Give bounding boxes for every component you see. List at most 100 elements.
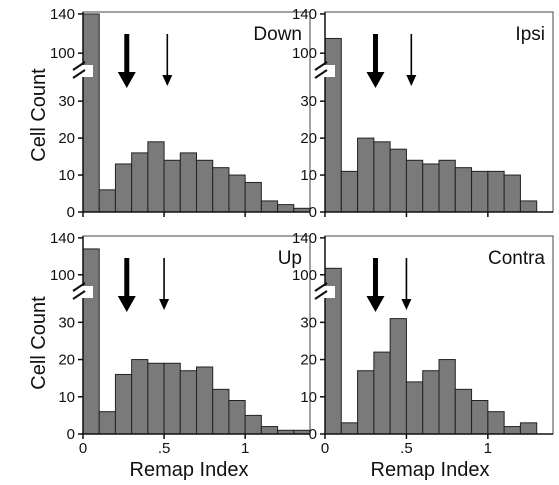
x-axis-label-left: Remap Index — [130, 459, 249, 481]
y-tick-label: 0 — [309, 204, 317, 221]
thin-arrow-head — [401, 299, 412, 310]
y-tick-label: 140 — [292, 230, 317, 247]
y-tick-label: 30 — [58, 93, 75, 110]
histogram-bar — [519, 422, 538, 435]
thin-arrow-head — [159, 299, 170, 310]
x-tick-label: 1 — [484, 440, 492, 457]
panel-label: Up — [278, 248, 302, 269]
histogram-bar — [163, 362, 181, 435]
histogram-bar — [503, 426, 521, 435]
histogram-bar — [147, 141, 165, 213]
thick-arrow-head — [117, 296, 136, 312]
thick-arrow-head — [366, 296, 385, 312]
panel-label: Ipsi — [515, 24, 545, 45]
histogram-bar — [179, 152, 198, 213]
axis-break-mark — [314, 290, 328, 300]
histogram-bar — [471, 170, 489, 213]
x-tick-label: 1 — [241, 440, 249, 457]
x-tick-label: 0 — [321, 440, 329, 457]
histogram-bar — [405, 159, 424, 213]
x-tick-label: .5 — [400, 440, 413, 457]
histogram-bar — [373, 141, 391, 213]
histogram-bar — [179, 370, 198, 435]
y-tick-label: 0 — [67, 204, 75, 221]
y-tick-label: 30 — [300, 314, 317, 331]
histogram-bar — [228, 174, 246, 213]
histogram-bar — [438, 159, 456, 213]
y-axis-label-top: Cell Count — [28, 68, 50, 162]
histogram-bar — [131, 359, 149, 435]
histogram-bar — [422, 163, 440, 213]
y-tick-label: 20 — [300, 352, 317, 369]
y-tick-label: 100 — [50, 45, 75, 62]
histogram-bar — [228, 400, 246, 435]
histogram-bar — [438, 359, 456, 435]
histogram-bar — [471, 400, 489, 435]
panel-label: Contra — [488, 248, 545, 269]
y-tick-label: 20 — [58, 130, 75, 147]
histogram-bar — [114, 373, 133, 435]
x-tick-label: 0 — [79, 440, 87, 457]
thick-arrow-head — [366, 72, 385, 88]
histogram-bar — [98, 189, 116, 213]
histogram-bar — [519, 200, 538, 213]
histogram-bar — [340, 170, 359, 213]
panel-down: 0 10 20 30 100 140 Down — [50, 6, 311, 221]
y-tick-label: 0 — [67, 426, 75, 443]
panel-contra: 0 10 20 30 100 140 0 .5 1 Contra — [292, 230, 554, 457]
histogram-bar — [260, 426, 279, 435]
y-tick-label: 140 — [50, 230, 75, 247]
axis-break-mark — [72, 69, 86, 79]
histogram-bar — [163, 159, 181, 213]
x-axis-label-right: Remap Index — [371, 459, 490, 481]
y-tick-label: 140 — [50, 6, 75, 23]
y-tick-label: 140 — [292, 6, 317, 23]
histogram-bar — [324, 37, 342, 213]
y-tick-label: 10 — [58, 167, 75, 184]
thin-arrow-head — [406, 75, 417, 86]
histogram-bar — [389, 148, 407, 213]
y-axis-label-bottom: Cell Count — [28, 296, 50, 390]
histogram-bar — [82, 248, 100, 435]
y-tick-label: 100 — [292, 45, 317, 62]
histogram-bar — [357, 370, 375, 435]
histogram-bar — [82, 13, 100, 213]
histogram-bar — [147, 362, 165, 435]
histogram-bar — [277, 204, 295, 213]
y-tick-label: 100 — [50, 267, 75, 284]
histogram-bar — [373, 351, 391, 435]
histogram-bar — [454, 167, 473, 213]
y-tick-label: 30 — [58, 314, 75, 331]
y-tick-label: 20 — [58, 352, 75, 369]
axis-break-mark — [72, 290, 86, 300]
histogram-bar — [503, 174, 521, 213]
histogram-bar — [454, 388, 473, 435]
x-tick-label: .5 — [158, 440, 171, 457]
panel-up: 0 10 20 30 100 140 0 .5 1 Up — [50, 230, 311, 457]
y-tick-label: 100 — [292, 267, 317, 284]
histogram-bar — [389, 318, 407, 435]
histogram-bar — [487, 411, 505, 435]
histogram-bar — [196, 159, 214, 213]
histogram-bar — [244, 181, 262, 213]
histogram-bar — [131, 152, 149, 213]
histogram-bar — [196, 366, 214, 435]
y-tick-label: 10 — [300, 167, 317, 184]
histogram-bar — [114, 163, 133, 213]
histogram-bar — [340, 422, 359, 435]
histogram-bar — [212, 388, 230, 435]
histogram-bar — [357, 137, 375, 213]
panel-ipsi: 0 10 20 30 100 140 Ipsi — [292, 6, 554, 221]
histogram-bar — [212, 167, 230, 213]
panel-label: Down — [253, 24, 302, 45]
histogram-bar — [260, 200, 279, 213]
y-tick-label: 20 — [300, 130, 317, 147]
histogram-bar — [244, 414, 262, 435]
histogram-bar — [405, 381, 424, 435]
y-tick-label: 10 — [58, 389, 75, 406]
y-tick-label: 0 — [309, 426, 317, 443]
y-tick-label: 10 — [300, 389, 317, 406]
histogram-bar — [422, 370, 440, 435]
axis-break-mark — [314, 69, 328, 79]
